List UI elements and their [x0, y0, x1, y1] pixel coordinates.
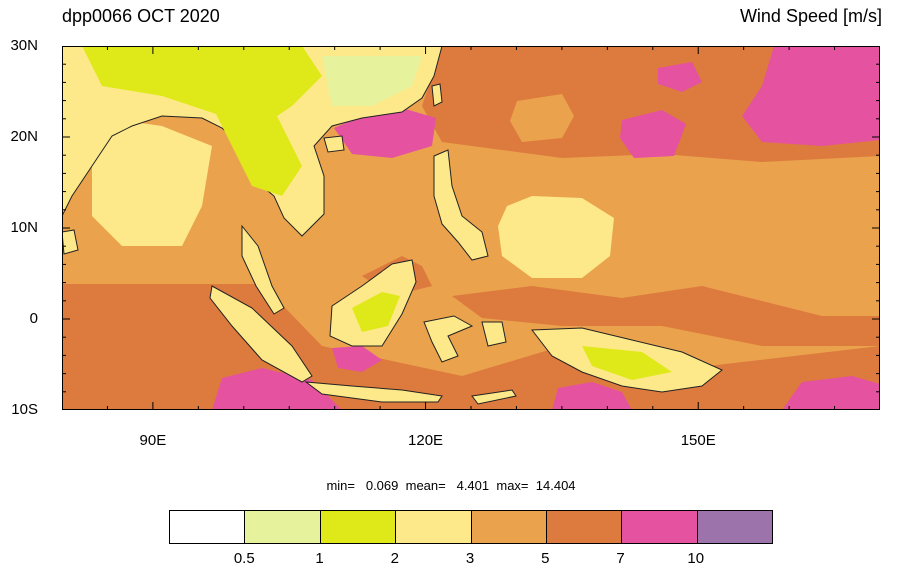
max-label: max=: [496, 478, 529, 493]
north-pacific-high-west: [620, 110, 686, 158]
north-pacific-high-mid: [658, 62, 702, 92]
colorbar-label: 3: [465, 550, 475, 567]
colorbar-box: [697, 511, 772, 543]
sumatra: [209, 285, 313, 383]
longitude-label: 120E: [408, 432, 444, 449]
moluccas: [481, 321, 507, 347]
colorbar-box: [622, 511, 698, 543]
java: [304, 381, 443, 403]
colorbar-box: [245, 511, 321, 543]
plot-title: dpp0066 OCT 2020: [62, 6, 220, 26]
map-svg: [62, 46, 880, 410]
taiwan: [431, 83, 443, 107]
china-south-calm: [322, 56, 422, 106]
colorbar-label: 2: [390, 550, 399, 567]
colorbar: [169, 510, 773, 544]
north-pacific-high-east: [742, 46, 880, 146]
min-label: min=: [326, 478, 355, 493]
longitude-label: 90E: [139, 432, 167, 449]
philippines: [433, 149, 489, 261]
latitude-label: 20N: [10, 128, 38, 145]
taiwan-strait-high: [334, 108, 436, 158]
colorbar-label: 1: [315, 550, 324, 567]
colorbar-box: [546, 511, 623, 543]
longitude-label: 150E: [680, 432, 716, 449]
mean-value: 4.401: [456, 478, 490, 493]
colorbar-box: [170, 511, 246, 543]
colorbar-label: 5: [541, 550, 550, 567]
max-value: 14.404: [535, 478, 576, 493]
timor: [471, 389, 517, 405]
central-pacific-calm: [498, 196, 614, 278]
north-pacific-calm: [510, 94, 574, 142]
colorbar-box: [396, 511, 472, 543]
indian-ocean-high: [212, 368, 342, 410]
philippine-sea-band: [452, 286, 880, 346]
colorbar-box: [320, 511, 397, 543]
borneo-calm: [352, 292, 400, 332]
variable-title: Wind Speed [m/s]: [739, 6, 882, 26]
wind-speed-map: [62, 46, 880, 410]
stats-line: min= 0.069 mean= 4.401 max= 14.404: [0, 478, 902, 493]
map-frame: [62, 46, 880, 410]
min-value: 0.069: [365, 478, 399, 493]
latitude-label: 30N: [10, 37, 38, 54]
arafura-high: [552, 382, 632, 410]
colorbar-label: 0.5: [233, 550, 255, 567]
mean-label: mean=: [405, 478, 446, 493]
sulawesi: [423, 315, 474, 363]
coral-high: [782, 376, 880, 410]
indochina-calm: [202, 86, 302, 196]
andaman-calm: [92, 116, 212, 246]
malay-peninsula: [241, 224, 285, 315]
colorbar-label: 10: [687, 550, 705, 567]
colorbar-label: 7: [616, 550, 625, 567]
latitude-label: 0: [29, 310, 38, 327]
latitude-label: 10S: [11, 401, 38, 418]
hainan: [323, 135, 345, 153]
java-sea-high: [332, 346, 382, 372]
latitude-label: 10N: [10, 219, 38, 236]
colorbar-box: [471, 511, 547, 543]
new-guinea-calm: [582, 346, 672, 380]
